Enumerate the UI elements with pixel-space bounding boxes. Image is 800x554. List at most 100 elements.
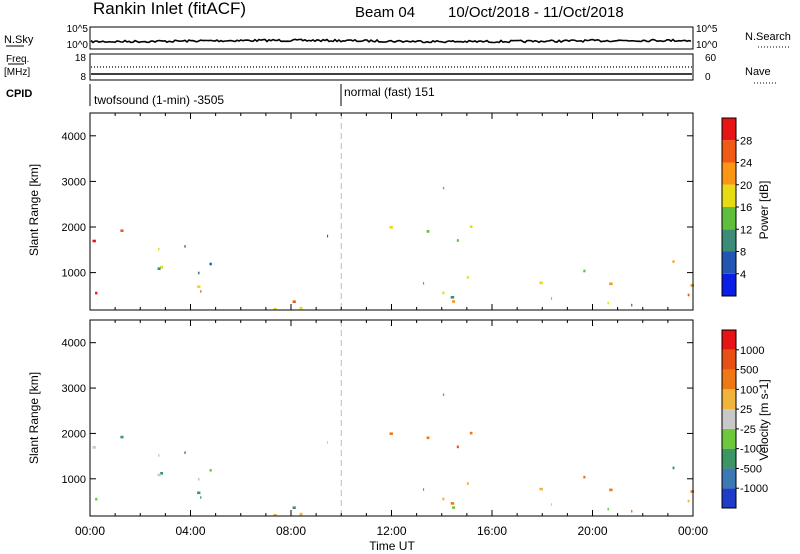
power-ylabel: Slant Range [km] xyxy=(27,164,41,256)
x-tick-labels: 00:00 04:00 08:00 12:00 16:00 20:00 00:00 xyxy=(75,524,708,538)
vel-cell xyxy=(690,490,694,493)
velocity-colorbar-label: Velocity [m s-1] xyxy=(757,379,771,460)
power-cell xyxy=(672,260,675,263)
vel-cell xyxy=(442,393,445,396)
power-cell xyxy=(120,229,124,232)
power-cell xyxy=(209,262,212,266)
nsky-panel xyxy=(89,26,694,50)
y-tick-label: 3000 xyxy=(62,383,86,395)
nave-label: Nave xyxy=(745,66,771,78)
power-cell xyxy=(92,239,96,243)
power-cell xyxy=(469,225,473,228)
colorbar-swatch xyxy=(722,369,736,390)
power-cell xyxy=(389,226,393,229)
power-colorbar: 4 8 12 16 20 24 28 xyxy=(721,117,752,297)
y-tick-label: 3000 xyxy=(62,176,86,188)
power-cell xyxy=(631,303,633,307)
vel-cell xyxy=(583,475,586,479)
power-cell xyxy=(423,282,425,285)
power-colorbar-label: Power [dB] xyxy=(757,181,771,240)
cpid-mode-twofsound: twofsound (1-min) -3505 xyxy=(94,93,224,107)
vel-cell xyxy=(539,487,543,491)
x-tick-label: 20:00 xyxy=(577,524,607,538)
vel-cell xyxy=(466,482,469,485)
beam-label: Beam 04 xyxy=(355,4,415,21)
vel-cell xyxy=(95,497,98,501)
power-cell xyxy=(442,291,445,295)
vel-cell xyxy=(158,454,160,457)
vel-cell xyxy=(209,469,212,472)
velocity-axis-ticks: 1000 2000 3000 4000 xyxy=(62,320,694,516)
power-heatmap-cells xyxy=(92,113,694,311)
x-axis-label: Time UT xyxy=(369,539,415,553)
vel-cell xyxy=(450,502,455,505)
power-cell xyxy=(184,245,186,248)
colorbar-tick-label: 500 xyxy=(740,365,758,377)
nsearch-tick-bottom: 10^0 xyxy=(696,40,718,51)
power-cell xyxy=(690,284,694,287)
colorbar-tick-label: 25 xyxy=(740,404,752,416)
velocity-colorbar: 1000 500 100 25 -25 -100 -500 -1000 xyxy=(721,329,768,509)
vel-cell xyxy=(292,506,296,509)
x-tick-label: 00:00 xyxy=(678,524,708,538)
nsearch-tick-top: 10^5 xyxy=(696,24,718,35)
vel-cell xyxy=(551,503,553,506)
power-cell xyxy=(157,267,161,270)
colorbar-tick-label: 24 xyxy=(740,158,752,170)
power-cell xyxy=(197,285,201,288)
power-cell xyxy=(327,234,329,238)
freq-label-2: [MHz] xyxy=(4,67,30,78)
vel-cell xyxy=(687,499,690,503)
vel-cell xyxy=(456,445,459,449)
power-cell xyxy=(299,306,303,310)
power-cell xyxy=(607,301,609,305)
colorbar-swatch xyxy=(722,409,736,429)
vel-cell xyxy=(609,488,613,492)
colorbar-tick-label: 20 xyxy=(740,180,752,192)
nsky-tick-bottom: 10^0 xyxy=(67,40,89,51)
colorbar-swatch xyxy=(722,468,736,489)
power-cell xyxy=(456,239,459,242)
power-axis-ticks: 1000 2000 3000 4000 xyxy=(62,113,694,310)
colorbar-swatch xyxy=(722,207,736,230)
power-cell xyxy=(442,186,445,190)
colorbar-swatch xyxy=(722,389,736,410)
power-cell xyxy=(292,300,296,303)
colorbar-tick-label: -500 xyxy=(740,463,762,475)
x-tick-label: 16:00 xyxy=(477,524,507,538)
y-tick-label: 4000 xyxy=(62,338,86,350)
colorbar-swatch xyxy=(722,428,736,449)
x-tick-label: 08:00 xyxy=(276,524,306,538)
colorbar-tick-label: -25 xyxy=(740,424,756,436)
power-cell xyxy=(452,300,456,303)
date-range: 10/Oct/2018 - 11/Oct/2018 xyxy=(448,4,624,21)
x-tick-label: 00:00 xyxy=(75,524,105,538)
colorbar-tick-label: 8 xyxy=(740,247,746,259)
vel-cell xyxy=(327,441,329,444)
vel-cell xyxy=(200,496,202,499)
colorbar-swatch xyxy=(722,448,736,469)
colorbar-swatch xyxy=(722,184,736,207)
colorbar-tick-label: 12 xyxy=(740,224,752,236)
power-cell xyxy=(200,290,202,293)
power-cell xyxy=(551,297,553,300)
colorbar-swatch xyxy=(722,140,736,163)
colorbar-swatch xyxy=(722,251,736,274)
colorbar-swatch xyxy=(722,330,736,350)
nsearch-label: N.Search xyxy=(745,31,791,43)
colorbar-tick-label: -1000 xyxy=(740,483,768,495)
y-tick-label: 1000 xyxy=(62,474,86,486)
colorbar-swatch xyxy=(722,488,736,508)
power-cell xyxy=(197,271,200,275)
power-cell xyxy=(583,269,586,273)
freq-label-1: Freq. xyxy=(6,54,29,65)
vel-cell xyxy=(469,431,473,435)
x-tick-label: 04:00 xyxy=(175,524,205,538)
power-cell xyxy=(450,296,455,299)
freq-panel xyxy=(89,53,694,81)
velocity-ylabel: Slant Range [km] xyxy=(27,372,41,464)
power-cell xyxy=(539,281,543,285)
power-cell xyxy=(609,282,613,286)
